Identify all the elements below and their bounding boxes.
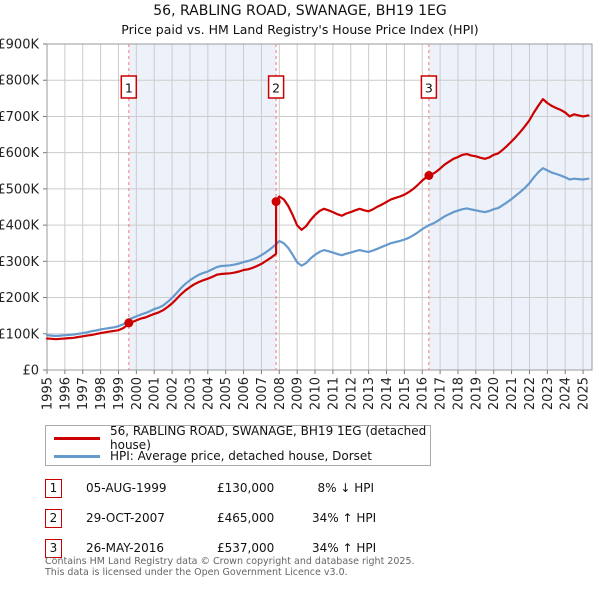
transaction-number-badge: 3	[45, 538, 62, 558]
transaction-number-badge: 2	[45, 508, 62, 528]
svg-text:2007: 2007	[255, 377, 270, 410]
svg-text:2019: 2019	[469, 377, 484, 410]
svg-text:2006: 2006	[237, 377, 252, 410]
svg-text:2009: 2009	[291, 377, 306, 410]
footer-line-1: Contains HM Land Registry data © Crown c…	[45, 556, 415, 567]
svg-text:£200K: £200K	[0, 291, 39, 306]
page-title: 56, RABLING ROAD, SWANAGE, BH19 1EG	[153, 3, 447, 19]
transaction-date: 29-OCT-2007	[86, 511, 165, 525]
svg-text:£600K: £600K	[0, 146, 39, 161]
transaction-price: £537,000	[217, 541, 275, 555]
transaction-date: 05-AUG-1999	[86, 481, 167, 495]
transaction-row: 2 29-OCT-2007 £465,000 34% ↑ HPI	[45, 508, 565, 528]
svg-text:2024: 2024	[559, 377, 574, 410]
footer-copyright: Contains HM Land Registry data © Crown c…	[45, 556, 415, 578]
svg-text:2021: 2021	[505, 377, 520, 410]
svg-text:£100K: £100K	[0, 327, 39, 342]
transaction-price: £130,000	[217, 481, 275, 495]
legend-row-hpi: HPI: Average price, detached house, Dors…	[46, 447, 430, 465]
transaction-row: 1 05-AUG-1999 £130,000 8% ↓ HPI	[45, 478, 565, 498]
legend-label-hpi: HPI: Average price, detached house, Dors…	[110, 449, 372, 463]
svg-text:3: 3	[425, 81, 433, 96]
svg-text:2: 2	[272, 81, 280, 96]
svg-text:£900K: £900K	[0, 38, 39, 53]
svg-text:2008: 2008	[273, 377, 288, 410]
footer-line-2: This data is licensed under the Open Gov…	[45, 566, 348, 578]
svg-text:1995: 1995	[41, 377, 56, 410]
transaction-hpi-delta: 34% ↑ HPI	[312, 511, 377, 525]
svg-text:2001: 2001	[148, 377, 163, 410]
svg-text:2011: 2011	[326, 377, 341, 410]
chart-legend: 56, RABLING ROAD, SWANAGE, BH19 1EG (det…	[45, 424, 431, 466]
svg-text:£300K: £300K	[0, 255, 39, 270]
transaction-hpi-delta: 34% ↑ HPI	[312, 541, 377, 555]
svg-text:2025: 2025	[577, 377, 592, 410]
svg-text:2015: 2015	[398, 377, 413, 410]
svg-text:£800K: £800K	[0, 74, 39, 89]
svg-text:2013: 2013	[362, 377, 377, 410]
transaction-hpi-delta: 8% ↓ HPI	[317, 481, 374, 495]
svg-text:2005: 2005	[219, 377, 234, 410]
transaction-date: 26-MAY-2016	[86, 541, 165, 555]
svg-text:2002: 2002	[166, 377, 181, 410]
svg-text:1998: 1998	[94, 377, 109, 410]
svg-text:£500K: £500K	[0, 182, 39, 197]
svg-text:£0: £0	[22, 364, 39, 379]
svg-text:1997: 1997	[76, 377, 91, 410]
transaction-row: 3 26-MAY-2016 £537,000 34% ↑ HPI	[45, 538, 565, 558]
svg-text:2010: 2010	[309, 377, 324, 410]
svg-text:2017: 2017	[434, 377, 449, 410]
svg-text:2003: 2003	[183, 377, 198, 410]
svg-text:2023: 2023	[541, 377, 556, 410]
svg-text:2004: 2004	[201, 377, 216, 410]
svg-text:1: 1	[125, 81, 133, 96]
page-subtitle: Price paid vs. HM Land Registry's House …	[121, 22, 479, 37]
legend-swatch	[54, 436, 100, 440]
legend-row-property: 56, RABLING ROAD, SWANAGE, BH19 1EG (det…	[46, 424, 430, 452]
svg-text:2012: 2012	[344, 377, 359, 410]
legend-swatch	[54, 454, 100, 458]
legend-label-property: 56, RABLING ROAD, SWANAGE, BH19 1EG (det…	[110, 424, 427, 452]
svg-text:2022: 2022	[523, 377, 538, 410]
transaction-number-badge: 1	[45, 478, 62, 498]
price-chart-svg: £0 £100K £200K £300K £400K £500K £600K £700K £80…	[0, 38, 593, 410]
transaction-price: £465,000	[217, 511, 275, 525]
svg-text:2020: 2020	[487, 377, 502, 410]
svg-text:£700K: £700K	[0, 110, 39, 125]
svg-text:2014: 2014	[380, 377, 395, 410]
svg-text:2016: 2016	[416, 377, 431, 410]
svg-text:2000: 2000	[130, 377, 145, 410]
svg-text:1999: 1999	[112, 377, 127, 410]
svg-text:2018: 2018	[451, 377, 466, 410]
svg-text:1996: 1996	[58, 377, 73, 410]
svg-text:£400K: £400K	[0, 219, 39, 234]
